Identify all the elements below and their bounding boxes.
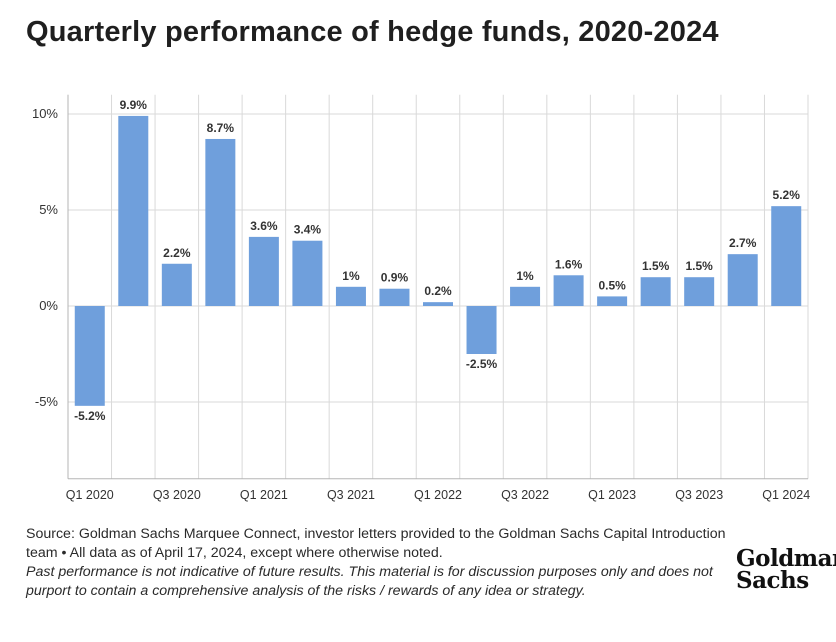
y-tick-label: -5% bbox=[35, 394, 59, 409]
bar bbox=[423, 302, 453, 306]
x-tick-label: Q1 2020 bbox=[66, 488, 114, 502]
bar bbox=[684, 277, 715, 306]
x-tick-label: Q1 2022 bbox=[414, 488, 462, 502]
goldman-sachs-logo: Goldman Sachs bbox=[736, 548, 836, 592]
y-tick-label: 0% bbox=[39, 298, 58, 313]
data-label: 5.2% bbox=[773, 188, 801, 202]
y-tick-label: 10% bbox=[32, 106, 58, 121]
bar bbox=[510, 286, 541, 306]
bar bbox=[597, 296, 628, 306]
bar bbox=[161, 263, 192, 306]
data-label: -2.5% bbox=[466, 357, 498, 371]
data-label: 0.9% bbox=[381, 271, 409, 285]
data-label: 1.5% bbox=[642, 259, 670, 273]
bar bbox=[118, 115, 149, 306]
x-tick-label: Q3 2023 bbox=[675, 488, 723, 502]
data-label: 3.4% bbox=[294, 223, 322, 237]
data-label: 0.2% bbox=[424, 284, 452, 298]
bar bbox=[74, 306, 105, 406]
bar bbox=[771, 206, 802, 306]
data-label: 1.5% bbox=[685, 259, 713, 273]
data-label: 1% bbox=[516, 269, 534, 283]
data-label: 8.7% bbox=[207, 121, 235, 135]
data-label: 0.5% bbox=[598, 278, 626, 292]
x-tick-label: Q1 2021 bbox=[240, 488, 288, 502]
bar-chart: -5.2% 9.9% 2.2% 8.7% 3.6% 3.4% 1% 0.9% 0.2% -2.5%… bbox=[32, 94, 810, 502]
x-tick-label: Q3 2020 bbox=[153, 488, 201, 502]
x-tick-label: Q1 2024 bbox=[762, 488, 810, 502]
data-label: -5.2% bbox=[74, 409, 106, 423]
chart-title: Quarterly performance of hedge funds, 20… bbox=[26, 16, 719, 48]
data-label: 9.9% bbox=[120, 98, 148, 112]
x-tick-label: Q3 2021 bbox=[327, 488, 375, 502]
data-label: 2.2% bbox=[163, 246, 191, 260]
bar bbox=[335, 286, 366, 306]
data-label: 1.6% bbox=[555, 257, 583, 271]
data-labels: -5.2% 9.9% 2.2% 8.7% 3.6% 3.4% 1% 0.9% 0.2% -2.5%… bbox=[74, 98, 800, 423]
bar bbox=[640, 277, 671, 306]
bar bbox=[466, 306, 497, 354]
y-axis: 10% 5% 0% -5% bbox=[32, 106, 58, 409]
x-tick-label: Q1 2023 bbox=[588, 488, 636, 502]
bars bbox=[74, 115, 802, 406]
y-tick-label: 5% bbox=[39, 202, 58, 217]
bar bbox=[727, 254, 758, 306]
bar bbox=[379, 288, 410, 306]
data-label: 2.7% bbox=[729, 236, 757, 250]
bar bbox=[553, 275, 584, 306]
bar bbox=[205, 138, 236, 306]
source-text: Source: Goldman Sachs Marquee Connect, i… bbox=[26, 526, 726, 561]
data-label: 1% bbox=[342, 269, 360, 283]
x-axis: Q1 2020 Q3 2020 Q1 2021 Q3 2021 Q1 2022 Q3 20… bbox=[66, 488, 810, 502]
data-label: 3.6% bbox=[250, 219, 278, 233]
logo-line-1: Goldman bbox=[736, 548, 836, 572]
bar bbox=[292, 240, 323, 306]
source-note: Source: Goldman Sachs Marquee Connect, i… bbox=[26, 525, 726, 601]
logo-line-2: Sachs bbox=[736, 567, 809, 592]
x-tick-label: Q3 2022 bbox=[501, 488, 549, 502]
bar bbox=[248, 236, 279, 306]
disclaimer-text: Past performance is not indicative of fu… bbox=[26, 564, 713, 599]
